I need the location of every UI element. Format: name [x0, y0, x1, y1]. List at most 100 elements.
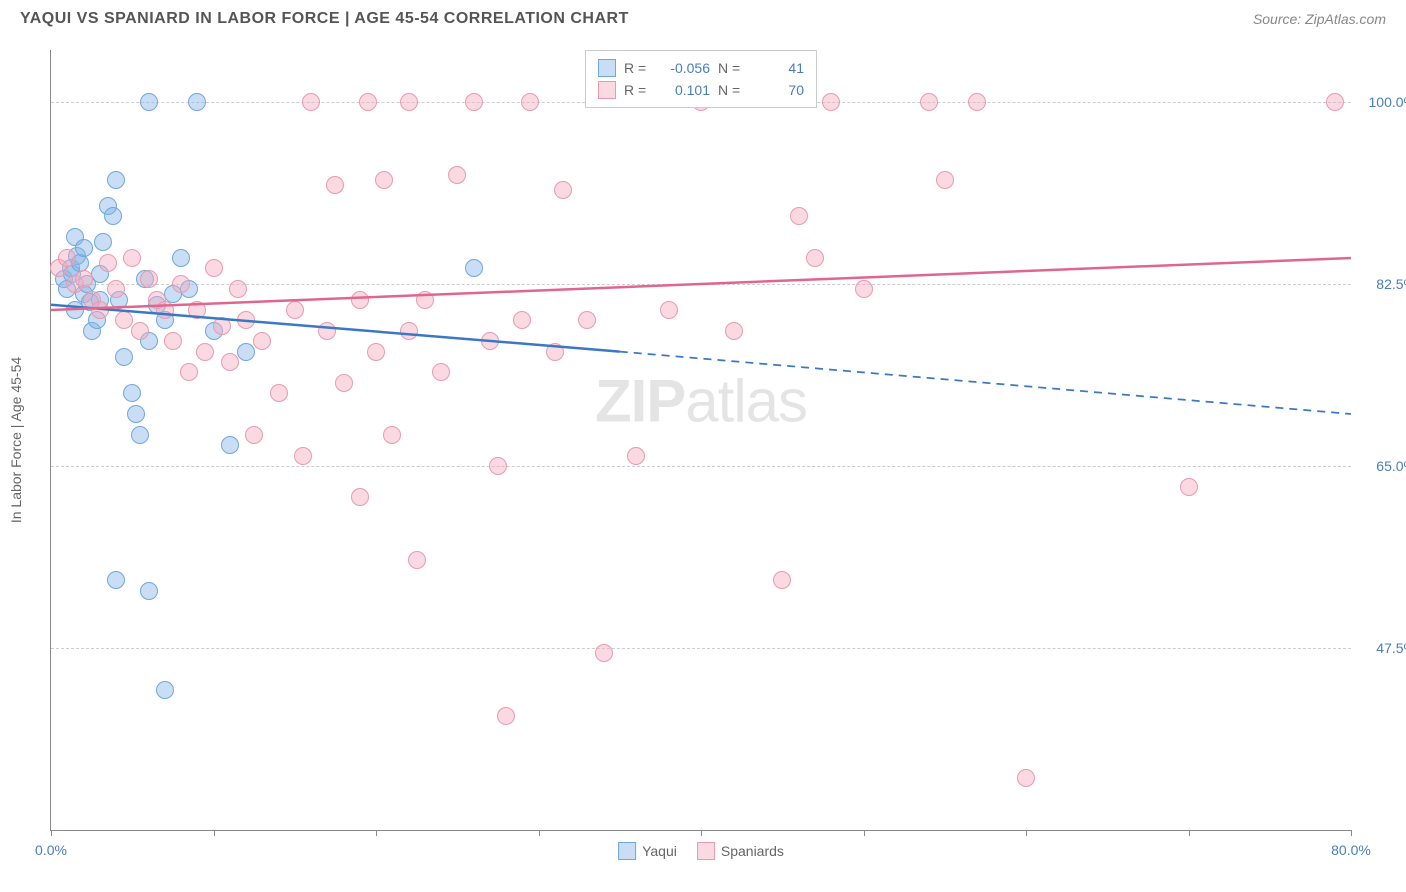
data-point	[822, 93, 840, 111]
swatch-spaniards-icon	[697, 842, 715, 860]
data-point	[302, 93, 320, 111]
data-point	[237, 343, 255, 361]
data-point	[465, 93, 483, 111]
y-tick-label: 65.0%	[1376, 458, 1406, 474]
data-point	[806, 249, 824, 267]
data-point	[123, 249, 141, 267]
data-point	[75, 270, 93, 288]
n-value-yaqui: 41	[754, 57, 804, 79]
data-point	[270, 384, 288, 402]
x-tick-label: 80.0%	[1331, 842, 1371, 858]
data-point	[351, 488, 369, 506]
data-point	[99, 254, 117, 272]
data-point	[335, 374, 353, 392]
data-point	[489, 457, 507, 475]
data-point	[286, 301, 304, 319]
data-point	[229, 280, 247, 298]
swatch-yaqui	[598, 59, 616, 77]
data-point	[595, 644, 613, 662]
data-point	[790, 207, 808, 225]
data-point	[660, 301, 678, 319]
n-label: N =	[718, 57, 746, 79]
chart-container: YAQUI VS SPANIARD IN LABOR FORCE | AGE 4…	[0, 0, 1406, 892]
data-point	[408, 551, 426, 569]
chart-title: YAQUI VS SPANIARD IN LABOR FORCE | AGE 4…	[20, 10, 629, 28]
y-tick-label: 47.5%	[1376, 640, 1406, 656]
data-point	[318, 322, 336, 340]
legend-item-yaqui: Yaqui	[618, 842, 677, 860]
n-value-spaniards: 70	[754, 79, 804, 101]
data-point	[968, 93, 986, 111]
data-point	[221, 353, 239, 371]
data-point	[172, 249, 190, 267]
data-point	[172, 275, 190, 293]
data-point	[188, 93, 206, 111]
source-attribution: Source: ZipAtlas.com	[1253, 11, 1386, 27]
legend-row-spaniards: R = 0.101 N = 70	[598, 79, 804, 101]
series-legend: Yaqui Spaniards	[618, 842, 784, 860]
data-point	[920, 93, 938, 111]
data-point	[164, 332, 182, 350]
header: YAQUI VS SPANIARD IN LABOR FORCE | AGE 4…	[0, 0, 1406, 28]
data-point	[546, 343, 564, 361]
data-point	[131, 322, 149, 340]
data-point	[156, 301, 174, 319]
data-point	[294, 447, 312, 465]
swatch-yaqui-icon	[618, 842, 636, 860]
data-point	[188, 301, 206, 319]
data-point	[107, 280, 125, 298]
data-point	[196, 343, 214, 361]
correlation-legend: R = -0.056 N = 41 R = 0.101 N = 70	[585, 50, 817, 108]
data-point	[725, 322, 743, 340]
data-point	[400, 93, 418, 111]
data-point	[94, 233, 112, 251]
data-point	[375, 171, 393, 189]
data-point	[367, 343, 385, 361]
data-point	[213, 317, 231, 335]
data-point	[400, 322, 418, 340]
data-point	[127, 405, 145, 423]
legend-row-yaqui: R = -0.056 N = 41	[598, 57, 804, 79]
data-point	[140, 93, 158, 111]
data-point	[416, 291, 434, 309]
data-point	[1017, 769, 1035, 787]
data-point	[497, 707, 515, 725]
swatch-spaniards	[598, 81, 616, 99]
x-tick-label: 0.0%	[35, 842, 67, 858]
data-point	[1180, 478, 1198, 496]
data-point	[383, 426, 401, 444]
data-point	[351, 291, 369, 309]
r-value-yaqui: -0.056	[660, 57, 710, 79]
y-tick-label: 100.0%	[1369, 94, 1406, 110]
data-point	[359, 93, 377, 111]
data-point	[107, 571, 125, 589]
data-point	[481, 332, 499, 350]
y-axis-label: In Labor Force | Age 45-54	[8, 357, 24, 523]
data-point	[936, 171, 954, 189]
legend-label-spaniards: Spaniards	[721, 843, 784, 859]
r-value-spaniards: 0.101	[660, 79, 710, 101]
data-point	[75, 239, 93, 257]
data-point	[58, 249, 76, 267]
data-point	[115, 348, 133, 366]
data-point	[326, 176, 344, 194]
watermark: ZIPatlas	[595, 367, 807, 436]
data-point	[465, 259, 483, 277]
data-point	[554, 181, 572, 199]
data-point	[123, 384, 141, 402]
data-point	[180, 363, 198, 381]
data-point	[237, 311, 255, 329]
n-label: N =	[718, 79, 746, 101]
data-point	[91, 301, 109, 319]
r-label: R =	[624, 57, 652, 79]
data-point	[578, 311, 596, 329]
data-point	[253, 332, 271, 350]
data-point	[156, 681, 174, 699]
data-point	[855, 280, 873, 298]
plot-area: In Labor Force | Age 45-54 47.5%65.0%82.…	[50, 50, 1351, 831]
y-tick-label: 82.5%	[1376, 276, 1406, 292]
data-point	[1326, 93, 1344, 111]
r-label: R =	[624, 79, 652, 101]
data-point	[513, 311, 531, 329]
data-point	[245, 426, 263, 444]
